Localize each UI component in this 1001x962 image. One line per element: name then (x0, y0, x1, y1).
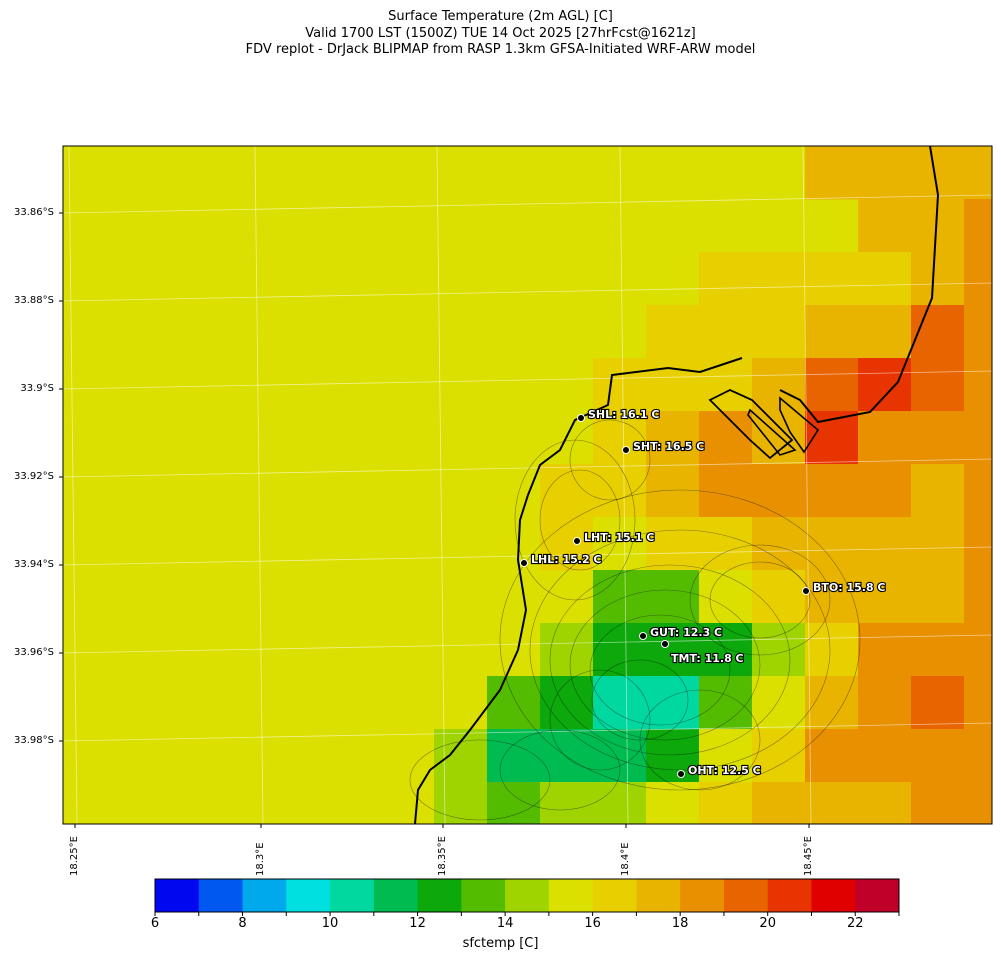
latitude-label: 33.96°S (14, 647, 54, 658)
colorbar-swatch (592, 879, 637, 912)
colorbar-swatch (330, 879, 375, 912)
colorbar-tick-label: 22 (846, 916, 864, 931)
colorbar-tick-label: 10 (321, 916, 339, 931)
latitude-label: 33.86°S (14, 207, 54, 218)
colorbar-swatch (548, 879, 594, 912)
colorbar-tick-label: 14 (496, 916, 514, 931)
colorbar-swatch (723, 879, 769, 912)
colorbar-label: sfctemp [C] (462, 936, 539, 951)
station-label-lht: LHT: 15.1 C (584, 531, 654, 544)
longitude-label: 18.35°E (437, 836, 448, 876)
model-source-subtitle: FDV replot - DrJack BLIPMAP from RASP 1.… (245, 42, 756, 57)
map-title: Surface Temperature (2m AGL) [C] (388, 9, 613, 24)
longitude-label: 18.25°E (69, 836, 80, 876)
latitude-label: 33.94°S (14, 559, 54, 570)
longitude-label: 18.45°E (803, 836, 814, 876)
station-label-oht: OHT: 12.5 C (688, 764, 761, 777)
colorbar-swatch (461, 879, 506, 912)
station-marker-lht (573, 537, 581, 545)
station-marker-shl (577, 414, 585, 422)
colorbar-swatch (242, 879, 287, 912)
station-label-bto: BTO: 15.8 C (813, 581, 886, 594)
colorbar-swatch (505, 879, 550, 912)
longitude-label: 18.3°E (255, 842, 266, 876)
colorbar-swatch (286, 879, 331, 912)
station-marker-sht (622, 446, 630, 454)
longitude-label: 18.4°E (620, 842, 631, 876)
colorbar-tick-label: 6 (150, 916, 160, 931)
colorbar-swatch (811, 879, 856, 912)
latitude-label: 33.9°S (20, 383, 54, 394)
colorbar-swatch (636, 879, 681, 912)
station-label-gut: GUT: 12.3 C (650, 626, 722, 639)
colorbar-swatch (855, 879, 900, 912)
colorbar-tick-label: 18 (671, 916, 689, 931)
colorbar-tick-label: 12 (409, 916, 426, 931)
colorbar-swatch (680, 879, 725, 912)
station-label-sht: SHT: 16.5 C (633, 440, 704, 453)
colorbar-swatch (198, 879, 243, 912)
station-label-lhl: LHL: 15.2 C (531, 553, 602, 566)
colorbar-swatch (155, 879, 200, 912)
colorbar-swatch (373, 879, 418, 912)
latitude-label: 33.92°S (14, 471, 54, 482)
colorbar-tick-label: 16 (584, 916, 601, 931)
valid-time-subtitle: Valid 1700 LST (1500Z) TUE 14 Oct 2025 [… (305, 26, 696, 41)
station-marker-gut (639, 632, 647, 640)
station-marker-lhl (520, 559, 528, 567)
colorbar-swatch (417, 879, 462, 912)
colorbar-tick-label: 20 (759, 916, 776, 931)
latitude-label: 33.88°S (14, 295, 54, 306)
station-label-shl: SHL: 16.1 C (588, 408, 659, 421)
colorbar-swatch (767, 879, 812, 912)
station-marker-bto (802, 587, 810, 595)
latitude-label: 33.98°S (14, 735, 54, 746)
station-marker-oht (677, 770, 685, 778)
colorbar-tick-label: 8 (238, 916, 247, 931)
station-label-tmt: TMT: 11.8 C (671, 652, 744, 665)
station-marker-tmt (661, 640, 669, 648)
